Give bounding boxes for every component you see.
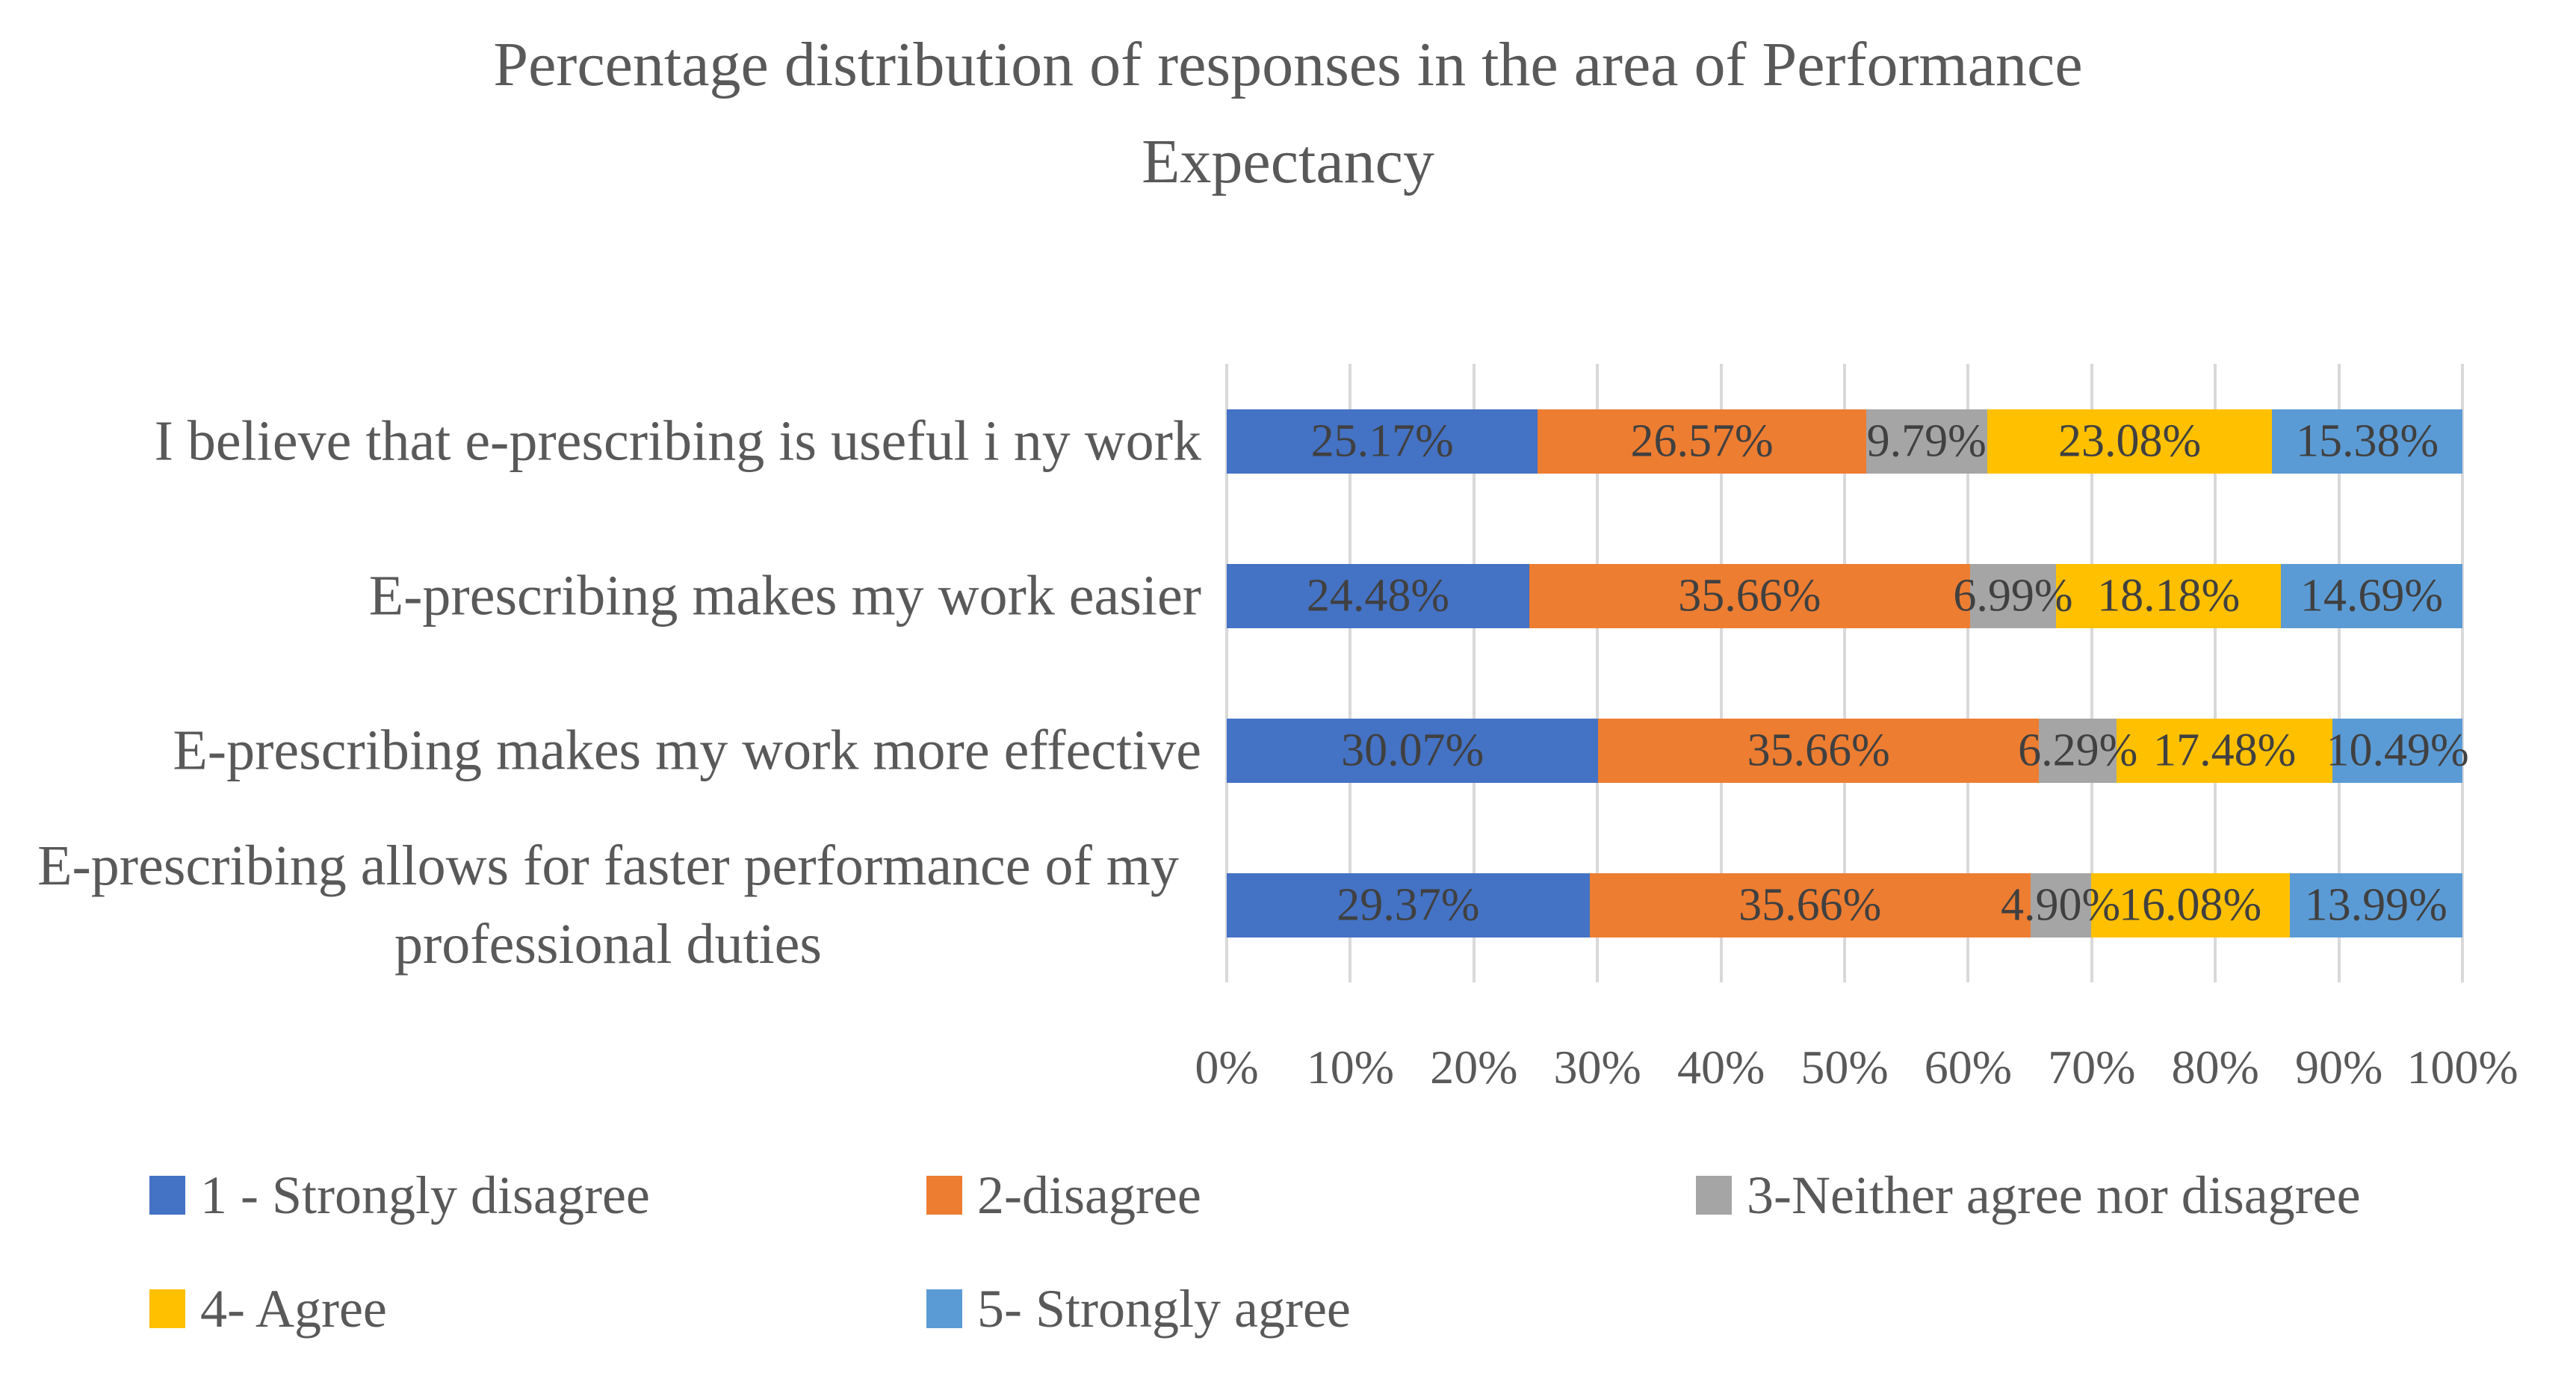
bar-segment: 23.08%	[1987, 409, 2273, 474]
bar-segment: 16.08%	[2090, 873, 2290, 937]
data-label: 14.69%	[2300, 570, 2444, 622]
legend-swatch	[149, 1289, 185, 1328]
data-label: 35.66%	[1739, 879, 1882, 931]
bar-row: 24.48% 35.66% 6.99% 18.18% 14.69%	[1227, 564, 2462, 628]
x-tick-label: 100%	[2406, 1041, 2518, 1094]
data-label: 16.08%	[2119, 879, 2262, 931]
gridline	[2090, 364, 2093, 982]
gridline	[1719, 364, 1723, 982]
gridline	[2214, 364, 2217, 982]
chart-title: Percentage distribution of responses in …	[0, 16, 2576, 211]
chart-title-line-1: Percentage distribution of responses in …	[493, 30, 2083, 99]
data-label: 17.48%	[2153, 725, 2297, 776]
x-tick-label: 70%	[2048, 1041, 2136, 1094]
category-label: E-prescribing makes my work more effecti…	[173, 719, 1201, 782]
bar-segment: 9.79%	[1866, 409, 1987, 474]
x-tick-label: 20%	[1430, 1041, 1518, 1094]
data-label: 6.99%	[1953, 570, 2073, 622]
x-tick-label: 80%	[2171, 1041, 2259, 1094]
category-label: E-prescribing makes my work easier	[368, 564, 1201, 627]
data-label: 9.79%	[1866, 415, 1987, 467]
gridline	[1596, 364, 1600, 982]
bar-row: 25.17% 26.57% 9.79% 23.08% 15.38%	[1227, 409, 2462, 474]
data-label: 30.07%	[1341, 725, 1484, 776]
data-label: 18.18%	[2097, 570, 2241, 622]
bar-segment: 35.66%	[1529, 564, 1970, 628]
data-label: 24.48%	[1306, 570, 1450, 622]
data-label: 35.66%	[1747, 725, 1890, 776]
bar-segment: 26.57%	[1538, 409, 1866, 474]
x-tick-label: 10%	[1306, 1041, 1395, 1094]
bar-segment: 24.48%	[1227, 564, 1529, 628]
bar-row: 29.37% 35.66% 4.90% 16.08% 13.99%	[1227, 873, 2462, 937]
gridline	[1225, 364, 1228, 982]
data-label: 13.99%	[2304, 879, 2447, 931]
legend-item: 5- Strongly agree	[926, 1274, 1351, 1343]
category-label: E-prescribing allows for faster performa…	[37, 834, 1179, 976]
gridline	[1472, 364, 1476, 982]
data-label: 4.90%	[2001, 879, 2121, 931]
data-label: 23.08%	[2058, 415, 2202, 467]
bar-segment: 29.37%	[1227, 873, 1590, 937]
legend-item: 3-Neither agree nor disagree	[1696, 1161, 2361, 1230]
legend-label: 3-Neither agree nor disagree	[1747, 1165, 2361, 1225]
data-label: 26.57%	[1630, 415, 1774, 467]
data-label: 25.17%	[1310, 415, 1454, 467]
bar-segment: 15.38%	[2272, 409, 2462, 474]
x-tick-label: 50%	[1801, 1041, 1889, 1094]
bar-segment: 17.48%	[2117, 719, 2333, 783]
gridline	[1843, 364, 1846, 982]
legend-item: 2-disagree	[926, 1161, 1201, 1230]
x-tick-label: 40%	[1676, 1041, 1765, 1094]
bar-segment: 10.49%	[2326, 719, 2469, 783]
data-label: 29.37%	[1337, 879, 1480, 931]
legend-label: 5- Strongly agree	[977, 1278, 1351, 1339]
legend-label: 4- Agree	[200, 1278, 387, 1339]
legend-item: 4- Agree	[149, 1274, 387, 1343]
category-label: I believe that e-prescribing is useful i…	[154, 409, 1201, 473]
bar-segment: 35.66%	[1589, 873, 2031, 937]
bar-segment: 14.69%	[2281, 564, 2462, 628]
bar-segment: 25.17%	[1227, 409, 1538, 474]
legend-label: 1 - Strongly disagree	[200, 1165, 650, 1225]
gridline	[1966, 364, 1970, 982]
legend-swatch	[149, 1176, 185, 1215]
bar-segment: 30.07%	[1227, 719, 1599, 783]
bar-segment: 18.18%	[2056, 564, 2281, 628]
x-tick-label: 60%	[1924, 1041, 2013, 1094]
bar-segment: 6.29%	[2018, 719, 2137, 783]
bar-segment: 4.90%	[2001, 873, 2120, 937]
gridline	[1349, 364, 1352, 982]
legend-swatch	[1696, 1176, 1732, 1215]
plot-area: 25.17% 26.57% 9.79% 23.08% 15.38% 24.48% 35.66…	[1225, 364, 2469, 982]
data-label: 10.49%	[2326, 725, 2469, 776]
legend-swatch	[926, 1176, 962, 1215]
chart-title-line-2: Expectancy	[1142, 127, 1434, 197]
legend-label: 2-disagree	[977, 1165, 1201, 1225]
legend-item: 1 - Strongly disagree	[149, 1161, 650, 1230]
gridline	[2461, 364, 2464, 982]
data-label: 15.38%	[2296, 415, 2439, 467]
data-label: 35.66%	[1678, 570, 1821, 622]
bar-row: 30.07% 35.66% 6.29% 17.48% 10.49%	[1227, 719, 2469, 783]
x-tick-label: 90%	[2294, 1041, 2383, 1094]
x-tick-label: 0%	[1195, 1041, 1259, 1094]
bar-segment: 35.66%	[1598, 719, 2040, 783]
bar-segment: 13.99%	[2289, 873, 2462, 937]
data-label: 6.29%	[2018, 725, 2138, 776]
bar-segment: 6.99%	[1953, 564, 2073, 628]
x-tick-label: 30%	[1553, 1041, 1641, 1094]
legend-swatch	[926, 1289, 962, 1328]
gridline	[2337, 364, 2341, 982]
